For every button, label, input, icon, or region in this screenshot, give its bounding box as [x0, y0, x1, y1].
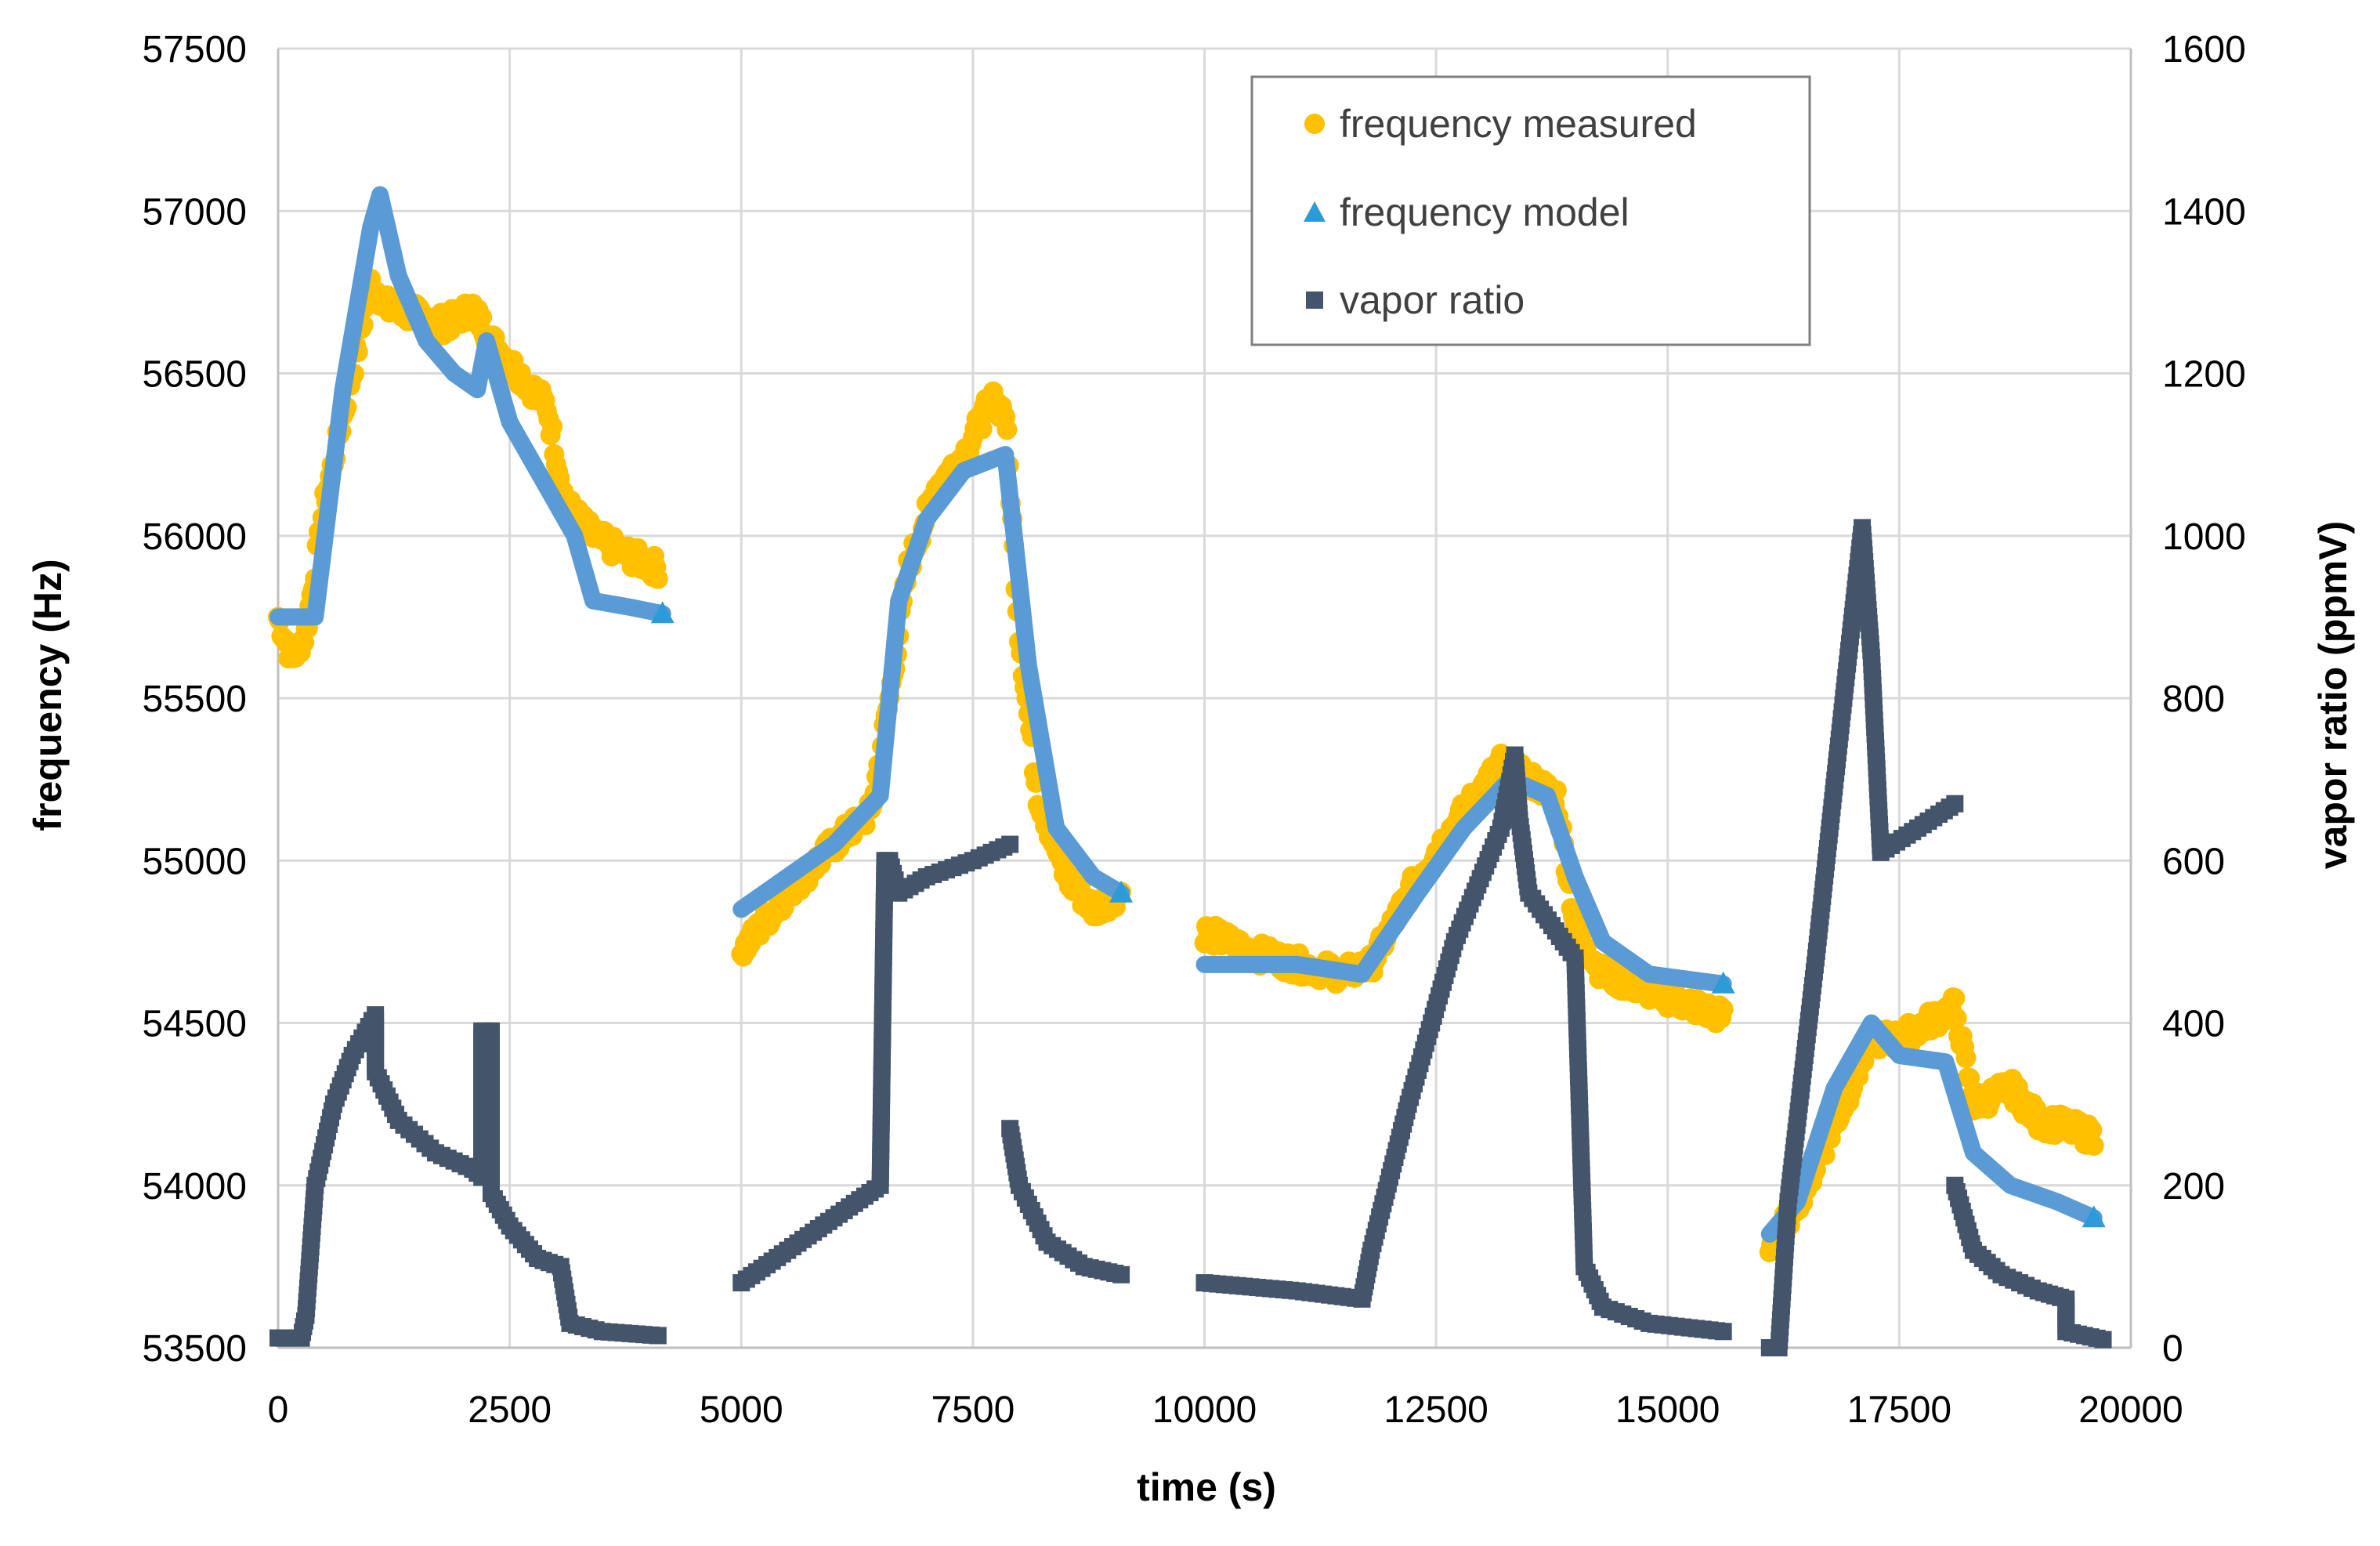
y2-tick-label: 1000 — [2162, 516, 2246, 558]
tick-labels: 53500 0 54000 200 54500 400 55000 600 55500 800 56… — [143, 29, 2246, 1431]
point-vapor-ratio — [649, 1327, 667, 1345]
y-tick-label: 57000 — [143, 191, 247, 233]
y2-tick-label: 1400 — [2162, 191, 2246, 233]
series-layer — [268, 186, 2112, 1356]
point-frequency-measured — [996, 419, 1018, 440]
line-frequency-model — [732, 446, 1130, 918]
point-frequency-measured — [1944, 987, 1966, 1008]
point-vapor-ratio — [1946, 795, 1964, 813]
legend-label-vapor-ratio: vapor ratio — [1340, 278, 1525, 322]
y-tick-label: 54500 — [143, 1004, 247, 1045]
point-vapor-ratio — [2094, 1331, 2112, 1349]
point-frequency-model — [2082, 1205, 2106, 1228]
series-frequency-model — [269, 186, 2106, 1243]
x-tick-label: 0 — [268, 1389, 289, 1431]
point-frequency-measured — [542, 416, 563, 437]
legend: frequency measured frequency model vapor… — [1250, 75, 1811, 346]
x-tick-label: 20000 — [2078, 1389, 2183, 1431]
point-vapor-ratio — [1112, 1265, 1130, 1284]
legend-label-frequency-model: frequency model — [1340, 190, 1629, 234]
y2-tick-label: 600 — [2162, 841, 2225, 882]
y2-tick-label: 1200 — [2162, 354, 2246, 396]
point-frequency-model — [650, 601, 675, 624]
y-tick-label: 57500 — [143, 29, 247, 71]
y2-tick-label: 1600 — [2162, 29, 2246, 71]
x-tick-label: 2500 — [468, 1389, 552, 1431]
x-tick-label: 5000 — [700, 1389, 783, 1431]
x-tick-label: 15000 — [1615, 1389, 1720, 1431]
point-frequency-measured — [647, 568, 668, 589]
legend-marker-frequency-measured — [1304, 114, 1325, 134]
line-frequency-model — [269, 186, 671, 626]
point-frequency-model — [1711, 971, 1735, 994]
point-frequency-measured — [1946, 1008, 1967, 1029]
point-frequency-measured — [1959, 1067, 1980, 1088]
legend-label-frequency-measured: frequency measured — [1340, 102, 1697, 146]
axes — [277, 49, 2132, 1349]
y2-tick-label: 200 — [2162, 1166, 2225, 1207]
y-axis-title: frequency (Hz) — [26, 559, 70, 831]
y2-tick-label: 400 — [2162, 1004, 2225, 1045]
point-frequency-measured — [1955, 1047, 1977, 1068]
x-tick-label: 10000 — [1152, 1389, 1257, 1431]
legend-box — [1250, 75, 1811, 346]
y-tick-label: 56500 — [143, 354, 247, 396]
point-frequency-measured — [2083, 1135, 2104, 1157]
line-frequency-model — [1760, 1014, 2103, 1243]
y-tick-label: 55500 — [143, 679, 247, 720]
series-vapor-ratio — [269, 519, 2112, 1356]
point-frequency-measured — [971, 418, 993, 440]
point-frequency-measured — [1713, 998, 1734, 1019]
point-vapor-ratio — [1001, 835, 1019, 853]
point-frequency-measured — [2082, 1120, 2103, 1141]
y-tick-label: 56000 — [143, 516, 247, 558]
point-frequency-model — [1109, 880, 1134, 903]
point-frequency-measured — [472, 306, 493, 328]
y-tick-label: 55000 — [143, 841, 247, 882]
x-axis-title: time (s) — [1137, 1465, 1276, 1509]
y-tick-label: 53500 — [143, 1328, 247, 1370]
x-tick-label: 12500 — [1384, 1389, 1488, 1431]
y2-tick-label: 0 — [2162, 1328, 2183, 1370]
y2-tick-label: 800 — [2162, 679, 2225, 720]
x-tick-label: 7500 — [931, 1389, 1015, 1431]
x-tick-label: 17500 — [1847, 1389, 1951, 1431]
legend-marker-frequency-model — [1304, 201, 1326, 222]
y-tick-label: 54000 — [143, 1166, 247, 1207]
point-vapor-ratio — [1714, 1323, 1732, 1341]
y2-axis-title: vapor ratio (ppmV) — [2311, 521, 2355, 869]
legend-marker-vapor-ratio — [1306, 291, 1323, 309]
